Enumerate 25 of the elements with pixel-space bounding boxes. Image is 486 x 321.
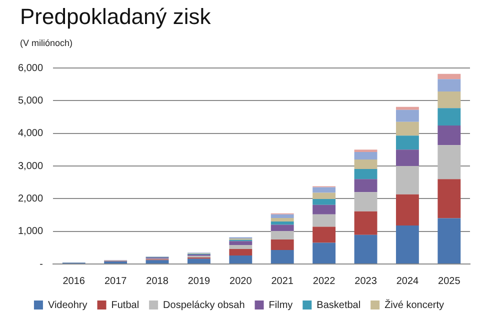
- y-tick-label: 4,000: [18, 128, 44, 140]
- legend-label: Živé koncerty: [384, 298, 444, 311]
- x-tick-label: 2024: [396, 276, 420, 287]
- x-tick-label: 2019: [188, 276, 211, 287]
- legend-label: Filmy: [268, 300, 293, 311]
- x-tick-label: 2017: [104, 276, 128, 287]
- x-tick-label: 2016: [62, 276, 86, 287]
- legend-label: Futbal: [111, 300, 140, 311]
- x-tick-label: 2025: [438, 276, 461, 287]
- y-tick-label: 6,000: [18, 62, 44, 74]
- y-tick-label: 3,000: [18, 160, 44, 172]
- chart-title: Predpokladaný zisk: [20, 4, 211, 30]
- legend-label: Basketbal: [316, 300, 361, 311]
- x-tick-label: 2020: [230, 276, 252, 287]
- x-tick-label: 2023: [354, 276, 378, 287]
- y-axis-title: (V miliónoch): [20, 38, 73, 48]
- legend-label: Dospelácky obsah: [163, 300, 245, 311]
- x-tick-label: 2018: [146, 276, 169, 287]
- y-tick-label: -: [40, 258, 44, 270]
- x-tick-label: 2022: [312, 276, 336, 287]
- y-tick-label: 1,000: [18, 226, 44, 238]
- x-tick-label: 2021: [271, 276, 294, 287]
- legend-label: Videohry: [48, 300, 88, 311]
- y-tick-label: 2,000: [18, 193, 44, 204]
- y-tick-label: 5,000: [18, 95, 44, 106]
